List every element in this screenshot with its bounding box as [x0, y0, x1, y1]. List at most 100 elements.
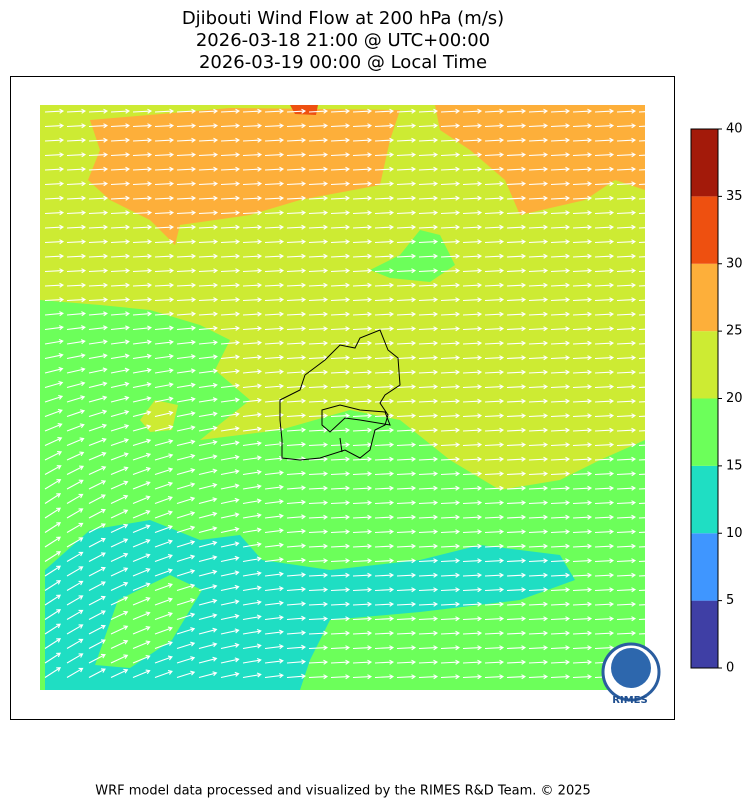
wind-arrow	[220, 224, 241, 230]
wind-arrow	[286, 239, 307, 245]
wind-arrow	[308, 181, 329, 187]
wind-arrow	[550, 500, 571, 506]
wind-arrow	[528, 456, 549, 462]
wind-arrow	[462, 471, 483, 477]
wind-arrow	[330, 427, 351, 433]
wind-arrow	[286, 137, 307, 143]
wind-arrow	[462, 253, 483, 259]
wind-arrow	[44, 239, 65, 245]
wind-arrow	[616, 195, 637, 201]
wind-arrow	[242, 484, 262, 490]
wind-arrow	[572, 108, 593, 114]
wind-arrow	[374, 601, 395, 607]
wind-arrow	[66, 253, 87, 259]
wind-arrow	[242, 658, 262, 664]
wind-arrow	[550, 152, 571, 158]
wind-arrow	[594, 311, 615, 317]
wind-arrow	[440, 601, 461, 607]
wind-arrow	[242, 108, 263, 114]
wind-arrow	[220, 555, 240, 563]
wind-arrow	[198, 511, 218, 519]
wind-arrow	[66, 566, 84, 577]
wind-arrow	[66, 224, 87, 230]
wind-arrow	[396, 253, 417, 259]
wind-arrow	[286, 152, 307, 158]
wind-arrow	[396, 456, 417, 462]
wind-arrow	[198, 382, 218, 389]
wind-arrow	[484, 311, 505, 317]
wind-arrow	[242, 643, 262, 650]
wind-arrow	[330, 123, 351, 129]
wind-arrow	[550, 137, 571, 143]
wind-arrow	[396, 152, 417, 158]
wind-arrow	[550, 630, 571, 636]
wind-arrow	[418, 152, 439, 158]
colorbar-band	[691, 196, 718, 264]
wind-arrow	[594, 369, 615, 375]
wind-arrow	[308, 471, 329, 477]
wind-arrow	[572, 268, 593, 274]
wind-arrow	[484, 630, 505, 636]
wind-arrow	[176, 108, 197, 114]
wind-arrow	[132, 311, 153, 317]
wind-arrow	[352, 471, 373, 477]
wind-arrow	[110, 268, 131, 274]
wind-arrow	[374, 572, 395, 578]
wind-arrow	[528, 355, 549, 361]
wind-arrow	[110, 466, 129, 476]
wind-arrow	[286, 326, 307, 332]
wind-arrow	[418, 326, 439, 332]
wind-arrow	[242, 585, 262, 592]
wind-arrow	[616, 456, 637, 462]
wind-arrow	[528, 152, 549, 158]
wind-arrow	[550, 442, 571, 448]
wind-arrow	[110, 339, 130, 345]
wind-arrow	[396, 558, 417, 564]
wind-arrow	[264, 297, 285, 303]
wind-arrow	[330, 659, 351, 665]
wind-arrow	[616, 108, 637, 114]
wind-arrow	[352, 297, 373, 303]
wind-arrow	[638, 357, 645, 360]
wind-arrow	[330, 369, 351, 375]
wind-arrow	[418, 137, 439, 143]
wind-arrow	[110, 253, 131, 259]
wind-arrow	[528, 253, 549, 259]
colorbar-tick-label: 25	[726, 324, 743, 339]
wind-arrow	[176, 268, 197, 274]
wind-arrow	[528, 239, 549, 245]
wind-arrow	[528, 442, 549, 448]
wind-arrow	[352, 587, 373, 593]
wind-arrow	[44, 108, 65, 114]
wind-arrow	[110, 123, 131, 129]
wind-arrow	[396, 311, 417, 317]
wind-arrow	[528, 413, 549, 419]
colorbar-band	[691, 263, 718, 332]
wind-arrow	[198, 569, 218, 577]
wind-arrow	[88, 595, 106, 606]
wind-arrow	[220, 657, 240, 664]
wind-arrow	[616, 514, 637, 520]
wind-arrow	[572, 413, 593, 419]
wind-arrow	[528, 543, 549, 549]
wind-arrow	[506, 645, 527, 651]
wind-arrow	[638, 531, 645, 534]
wind-arrow	[176, 496, 196, 505]
wind-arrow	[242, 469, 262, 476]
wind-arrow	[352, 398, 373, 404]
wind-arrow	[352, 601, 373, 607]
wind-arrow	[154, 239, 175, 245]
wind-arrow	[440, 384, 461, 390]
wind-arrow	[616, 471, 637, 477]
wind-arrow	[352, 282, 373, 288]
wind-arrow	[198, 468, 218, 476]
wind-arrow	[638, 285, 645, 287]
wind-arrow	[374, 529, 395, 535]
wind-arrow	[264, 571, 284, 577]
wind-arrow	[506, 210, 527, 216]
wind-arrow	[352, 326, 373, 332]
wind-arrow	[308, 645, 329, 651]
wind-arrow	[242, 571, 262, 577]
wind-arrow	[176, 382, 196, 389]
wind-arrow	[506, 659, 527, 665]
